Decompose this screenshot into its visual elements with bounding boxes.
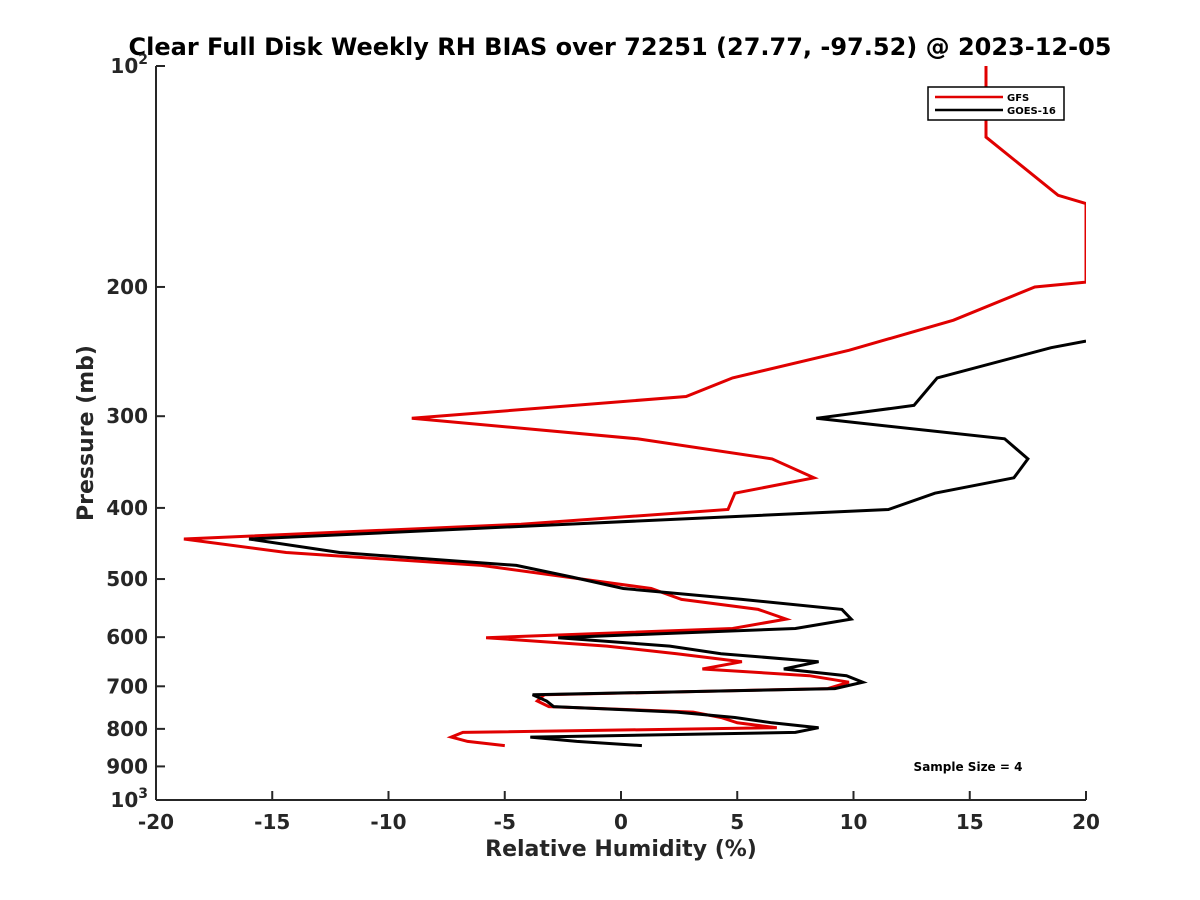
plot-area: -20 -15 -10 -5 0 5 10 15 20 102 200 300 400 500 600 70…: [106, 52, 1100, 834]
legend: GFS GOES-16: [927, 86, 1065, 121]
x-tick-label: -15: [254, 810, 290, 834]
x-tick-label: 10: [840, 810, 868, 834]
y-tick-label: 900: [106, 754, 148, 778]
y-axis-ticks: 102 200 300 400 500 600 700 800 900 103: [106, 52, 165, 812]
series-line-goes-16: [248, 339, 1086, 748]
series-layer: [183, 66, 1086, 748]
legend-label-gfs: GFS: [1007, 93, 1029, 104]
y-tick-label: 300: [106, 404, 148, 428]
x-tick-label: -20: [138, 810, 174, 834]
sample-size-annotation: Sample Size = 4: [914, 760, 1023, 774]
x-tick-label: -10: [370, 810, 406, 834]
legend-box: [927, 86, 1065, 121]
y-tick-label: 500: [106, 567, 148, 591]
y-tick-label: 600: [106, 625, 148, 649]
chart-title: Clear Full Disk Weekly RH BIAS over 7225…: [129, 33, 1112, 61]
x-tick-label: 15: [956, 810, 984, 834]
y-tick-label: 103: [110, 786, 148, 812]
y-axis-label: Pressure (mb): [74, 345, 99, 521]
x-axis-ticks: -20 -15 -10 -5 0 5 10 15 20: [138, 791, 1100, 834]
axes-background: [156, 66, 1086, 800]
x-tick-label: 5: [730, 810, 744, 834]
legend-label-goes16: GOES-16: [1007, 106, 1056, 117]
y-tick-label: 700: [106, 674, 148, 698]
y-tick-label: 800: [106, 717, 148, 741]
x-tick-label: -5: [494, 810, 516, 834]
y-tick-label: 400: [106, 496, 148, 520]
y-tick-label: 102: [110, 52, 148, 78]
x-axis-label: Relative Humidity (%): [485, 837, 757, 862]
y-tick-label: 200: [106, 275, 148, 299]
x-tick-label: 0: [614, 810, 628, 834]
x-tick-label: 20: [1072, 810, 1100, 834]
